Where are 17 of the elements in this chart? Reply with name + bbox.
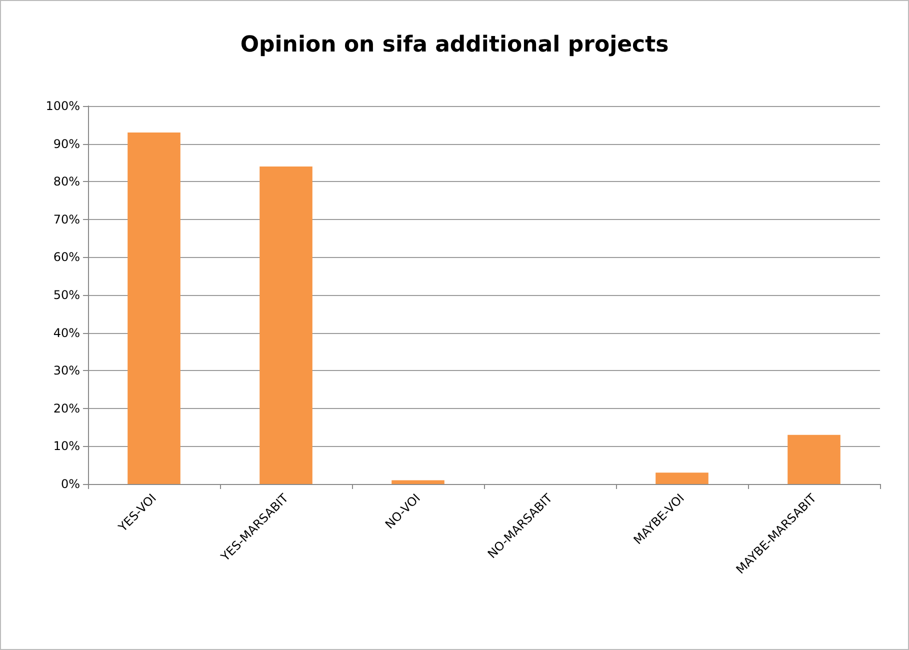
bar [128,132,180,484]
y-tick-label: 70% [53,212,80,226]
bar [260,166,312,484]
y-tick-label: 80% [53,174,80,189]
y-tick-label: 0% [60,477,80,491]
y-tick-label: 90% [53,136,80,151]
bar [788,434,840,484]
y-tick-label: 20% [53,401,80,416]
y-tick-label: 60% [53,250,80,264]
y-tick-label: 50% [53,288,80,302]
y-tick-label: 10% [53,439,80,454]
y-tick-label: 100% [46,99,80,113]
y-tick-label: 30% [53,364,80,378]
bar [392,480,444,484]
chart-title: Opinion on sifa additional projects [240,32,669,58]
y-tick-label: 40% [53,326,80,340]
bar [656,472,708,484]
